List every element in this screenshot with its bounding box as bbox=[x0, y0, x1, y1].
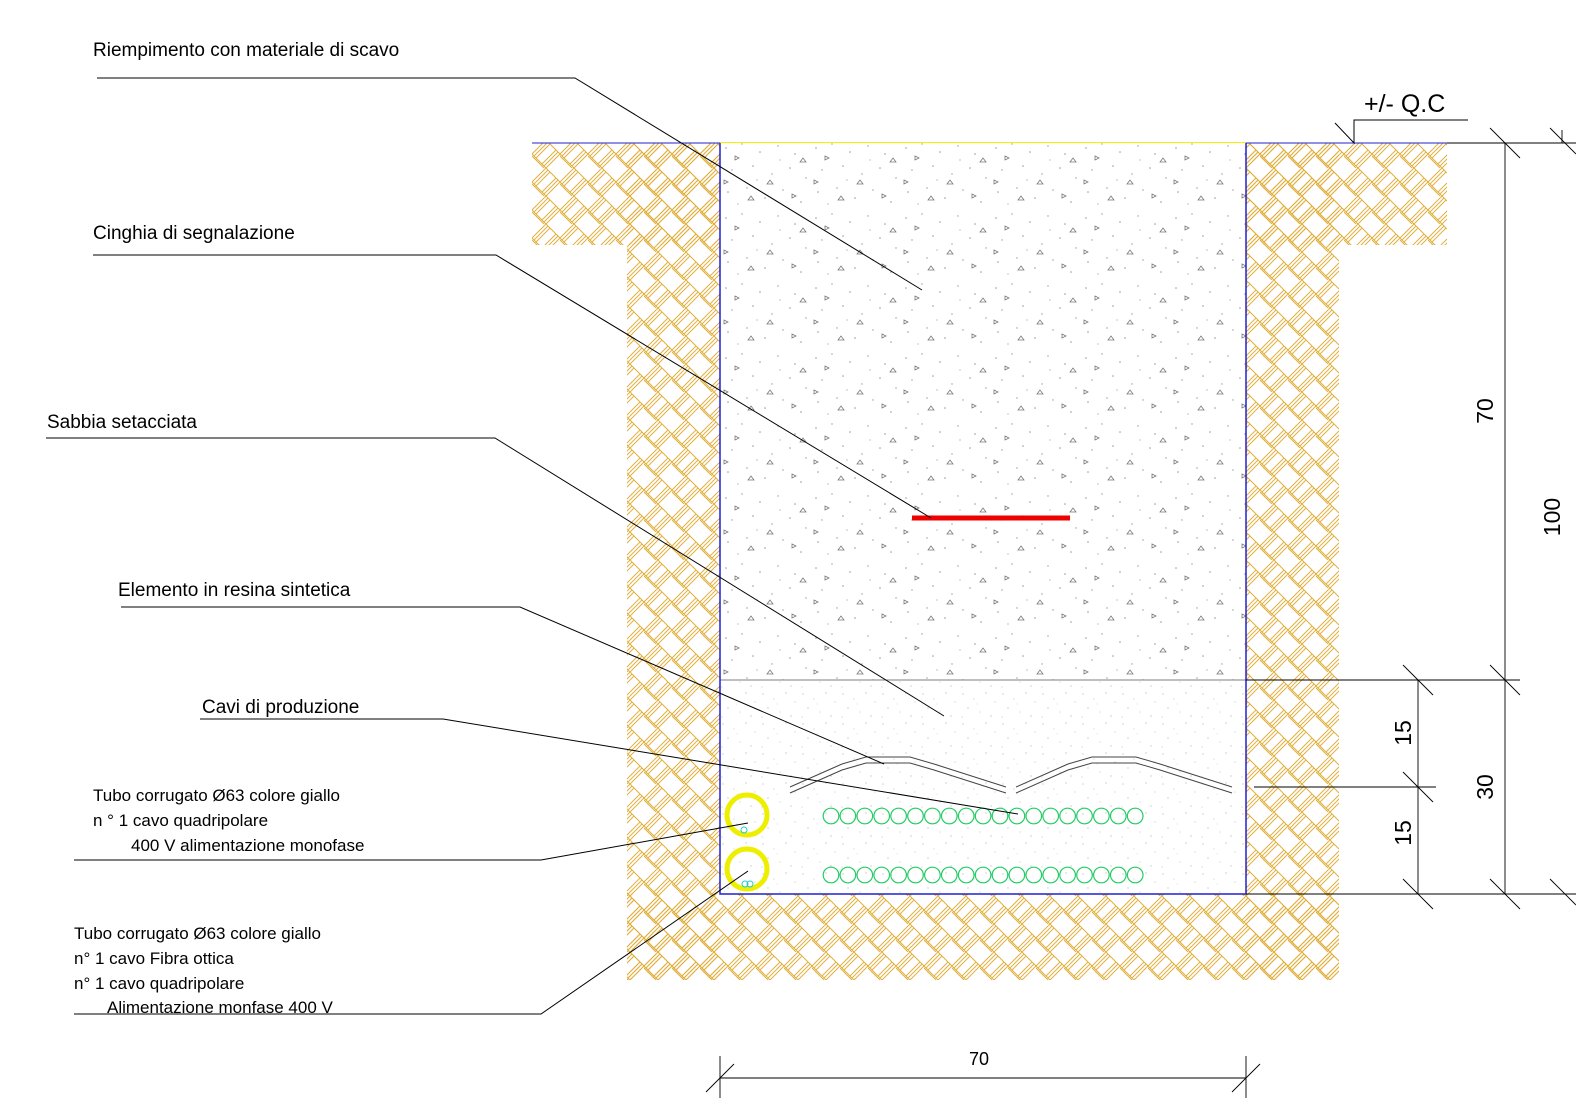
leader-riempimento bbox=[97, 77, 923, 291]
production-cable bbox=[1076, 866, 1093, 884]
excavated-fill-texture bbox=[720, 143, 1246, 680]
production-cable bbox=[1109, 866, 1127, 884]
production-cable bbox=[991, 807, 1009, 825]
production-cable bbox=[1126, 866, 1144, 884]
production-cable bbox=[940, 866, 958, 884]
production-cable bbox=[940, 807, 958, 825]
leader-lines bbox=[46, 77, 1019, 1015]
conduit-lower-cable-b bbox=[746, 880, 754, 888]
dim-upper-sand: 15 bbox=[1390, 720, 1416, 746]
production-cable bbox=[890, 866, 907, 884]
production-cable bbox=[1092, 807, 1110, 825]
soil-bottom bbox=[627, 893, 1339, 980]
resin-element-left bbox=[789, 762, 1007, 794]
production-cable bbox=[907, 807, 924, 825]
level-mark-symbol bbox=[1334, 119, 1468, 145]
production-cable bbox=[822, 807, 840, 825]
leader-tubo1 bbox=[74, 822, 749, 861]
soil-right bbox=[1246, 143, 1339, 980]
production-cable bbox=[1059, 866, 1076, 884]
production-cable bbox=[1042, 807, 1060, 825]
leader-tubo2 bbox=[74, 870, 749, 1015]
production-cable bbox=[1042, 866, 1060, 884]
production-cable bbox=[1008, 866, 1026, 884]
production-cable bbox=[1109, 807, 1127, 825]
leader-cinghia bbox=[93, 254, 932, 519]
resin-element-right bbox=[1015, 762, 1233, 794]
trench-outline bbox=[719, 143, 1247, 895]
label-tubo2-line2: n° 1 cavo Fibra ottica bbox=[74, 949, 234, 968]
dim-total-depth: 100 bbox=[1539, 498, 1565, 536]
production-cable bbox=[957, 866, 975, 884]
leader-elemento bbox=[121, 606, 885, 765]
production-cables-bottom-row bbox=[822, 866, 1144, 884]
soil-left bbox=[627, 143, 720, 980]
production-cable bbox=[1008, 807, 1026, 825]
production-cable bbox=[1025, 807, 1043, 825]
conduit-upper bbox=[724, 792, 770, 838]
production-cable bbox=[907, 866, 924, 884]
label-tubo2-line1: Tubo corrugato Ø63 colore giallo bbox=[74, 924, 321, 943]
label-tubo1-line2: n ° 1 cavo quadripolare bbox=[93, 811, 268, 830]
soil-ground bbox=[532, 143, 1447, 980]
leader-cavi bbox=[200, 718, 1019, 815]
label-sabbia: Sabbia setacciata bbox=[47, 412, 197, 433]
label-elemento: Elemento in resina sintetica bbox=[118, 580, 351, 601]
production-cable bbox=[1059, 807, 1076, 825]
level-mark-text: +/- Q.C bbox=[1364, 90, 1445, 118]
label-riempimento: Riempimento con materiale di scavo bbox=[93, 40, 399, 61]
dim-sand-depth: 30 bbox=[1472, 774, 1498, 800]
production-cable bbox=[991, 866, 1009, 884]
production-cable bbox=[924, 866, 941, 884]
production-cable bbox=[839, 866, 857, 884]
resin-element-left-inner bbox=[789, 756, 1007, 788]
dimension-line-bottom bbox=[705, 1056, 1261, 1098]
production-cable bbox=[1025, 866, 1043, 884]
production-cable bbox=[1092, 866, 1110, 884]
production-cable bbox=[839, 807, 857, 825]
label-cavi: Cavi di produzione bbox=[202, 697, 359, 718]
sand-texture bbox=[720, 680, 1246, 894]
production-cable bbox=[890, 807, 907, 825]
production-cable bbox=[924, 807, 941, 825]
dim-lower-sand: 15 bbox=[1390, 820, 1416, 846]
production-cable bbox=[1126, 807, 1144, 825]
label-tubo1-line3: 400 V alimentazione monofase bbox=[131, 836, 364, 855]
dim-fill-depth: 70 bbox=[1472, 398, 1498, 424]
production-cable bbox=[957, 807, 975, 825]
production-cable bbox=[873, 807, 891, 825]
conduit-lower-cable-a bbox=[741, 880, 749, 888]
production-cable bbox=[856, 807, 874, 825]
production-cable bbox=[822, 866, 840, 884]
leader-sabbia bbox=[46, 437, 945, 717]
dim-trench-width: 70 bbox=[969, 1049, 989, 1069]
dimension-lines-right bbox=[1246, 127, 1576, 910]
conduit-lower bbox=[724, 846, 770, 892]
label-tubo2-line4: Alimentazione monfase 400 V bbox=[107, 998, 334, 1017]
label-cinghia: Cinghia di segnalazione bbox=[93, 223, 295, 244]
label-tubo2-line3: n° 1 cavo quadripolare bbox=[74, 974, 244, 993]
production-cables-top-row bbox=[822, 807, 1144, 825]
conduit-upper-cable bbox=[740, 826, 748, 834]
production-cable bbox=[1076, 807, 1093, 825]
production-cable bbox=[974, 866, 992, 884]
label-tubo1-line1: Tubo corrugato Ø63 colore giallo bbox=[93, 786, 340, 805]
production-cable bbox=[873, 866, 891, 884]
production-cable bbox=[856, 866, 874, 884]
resin-element-right-inner bbox=[1015, 756, 1233, 788]
